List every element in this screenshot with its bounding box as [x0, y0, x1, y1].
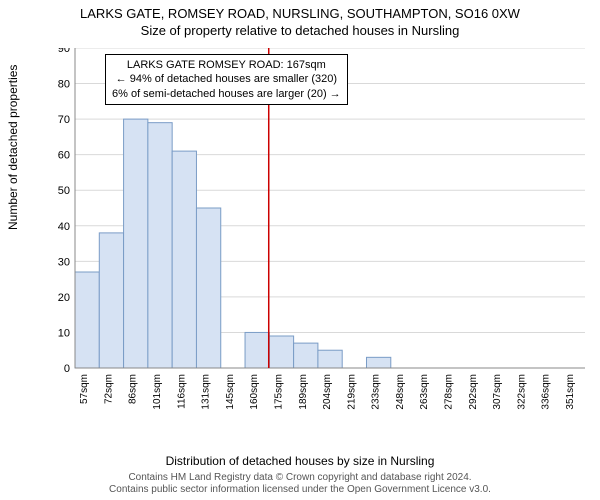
callout-line-3: 6% of semi-detached houses are larger (2… — [112, 87, 341, 101]
svg-text:60: 60 — [58, 150, 70, 162]
histogram-bar — [124, 119, 148, 368]
x-tick-label: 336sqm — [541, 374, 552, 410]
svg-text:30: 30 — [58, 256, 70, 268]
x-tick-label: 351sqm — [565, 374, 576, 410]
histogram-bar — [148, 123, 172, 368]
x-tick-label: 278sqm — [444, 374, 455, 410]
x-tick-label: 219sqm — [346, 374, 357, 410]
x-tick-label: 189sqm — [298, 374, 309, 410]
histogram-bar — [245, 332, 269, 368]
footer-line-1: Contains HM Land Registry data © Crown c… — [0, 472, 600, 484]
chart-footer: Contains HM Land Registry data © Crown c… — [0, 472, 600, 496]
x-tick-label: 160sqm — [249, 374, 260, 410]
histogram-bar — [366, 357, 390, 368]
callout-line-2: ← 94% of detached houses are smaller (32… — [112, 72, 341, 86]
x-tick-label: 145sqm — [225, 374, 236, 410]
svg-text:0: 0 — [64, 363, 70, 375]
x-tick-label: 72sqm — [103, 374, 114, 404]
x-tick-label: 175sqm — [273, 374, 284, 410]
x-tick-label: 292sqm — [468, 374, 479, 410]
svg-text:10: 10 — [58, 327, 70, 339]
svg-text:20: 20 — [58, 292, 70, 304]
chart-title-sub: Size of property relative to detached ho… — [0, 21, 600, 38]
x-tick-label: 101sqm — [152, 374, 163, 410]
histogram-bar — [269, 336, 293, 368]
histogram-bar — [294, 343, 318, 368]
x-tick-label: 204sqm — [322, 374, 333, 410]
histogram-bar — [172, 151, 196, 368]
svg-text:90: 90 — [58, 48, 70, 55]
x-tick-label: 86sqm — [128, 374, 139, 404]
svg-text:80: 80 — [58, 79, 70, 91]
x-tick-label: 263sqm — [419, 374, 430, 410]
histogram-bar — [318, 350, 342, 368]
chart-container: LARKS GATE, ROMSEY ROAD, NURSLING, SOUTH… — [0, 0, 600, 500]
x-tick-label: 57sqm — [79, 374, 90, 404]
x-tick-label: 116sqm — [176, 374, 187, 409]
svg-text:50: 50 — [58, 185, 70, 197]
svg-text:40: 40 — [58, 221, 70, 233]
chart-plot-area: 0 10 20 30 40 50 60 70 80 90 57sqm 72sqm 86sqm 101sqm… — [55, 48, 585, 418]
reference-callout: LARKS GATE ROMSEY ROAD: 167sqm ← 94% of … — [105, 54, 348, 105]
x-tick-label: 322sqm — [516, 374, 527, 410]
x-tick-label: 131sqm — [201, 374, 212, 410]
footer-line-2: Contains public sector information licen… — [0, 484, 600, 496]
y-axis-label: Number of detached properties — [6, 65, 20, 230]
callout-line-1: LARKS GATE ROMSEY ROAD: 167sqm — [112, 58, 341, 72]
x-axis-label: Distribution of detached houses by size … — [0, 454, 600, 468]
x-tick-label: 233sqm — [371, 374, 382, 410]
svg-text:70: 70 — [58, 114, 70, 126]
histogram-bar — [75, 272, 99, 368]
x-tick-label: 307sqm — [492, 374, 503, 410]
chart-title-main: LARKS GATE, ROMSEY ROAD, NURSLING, SOUTH… — [0, 0, 600, 21]
histogram-bar — [99, 233, 123, 368]
histogram-bar — [196, 208, 220, 368]
x-tick-label: 248sqm — [395, 374, 406, 410]
